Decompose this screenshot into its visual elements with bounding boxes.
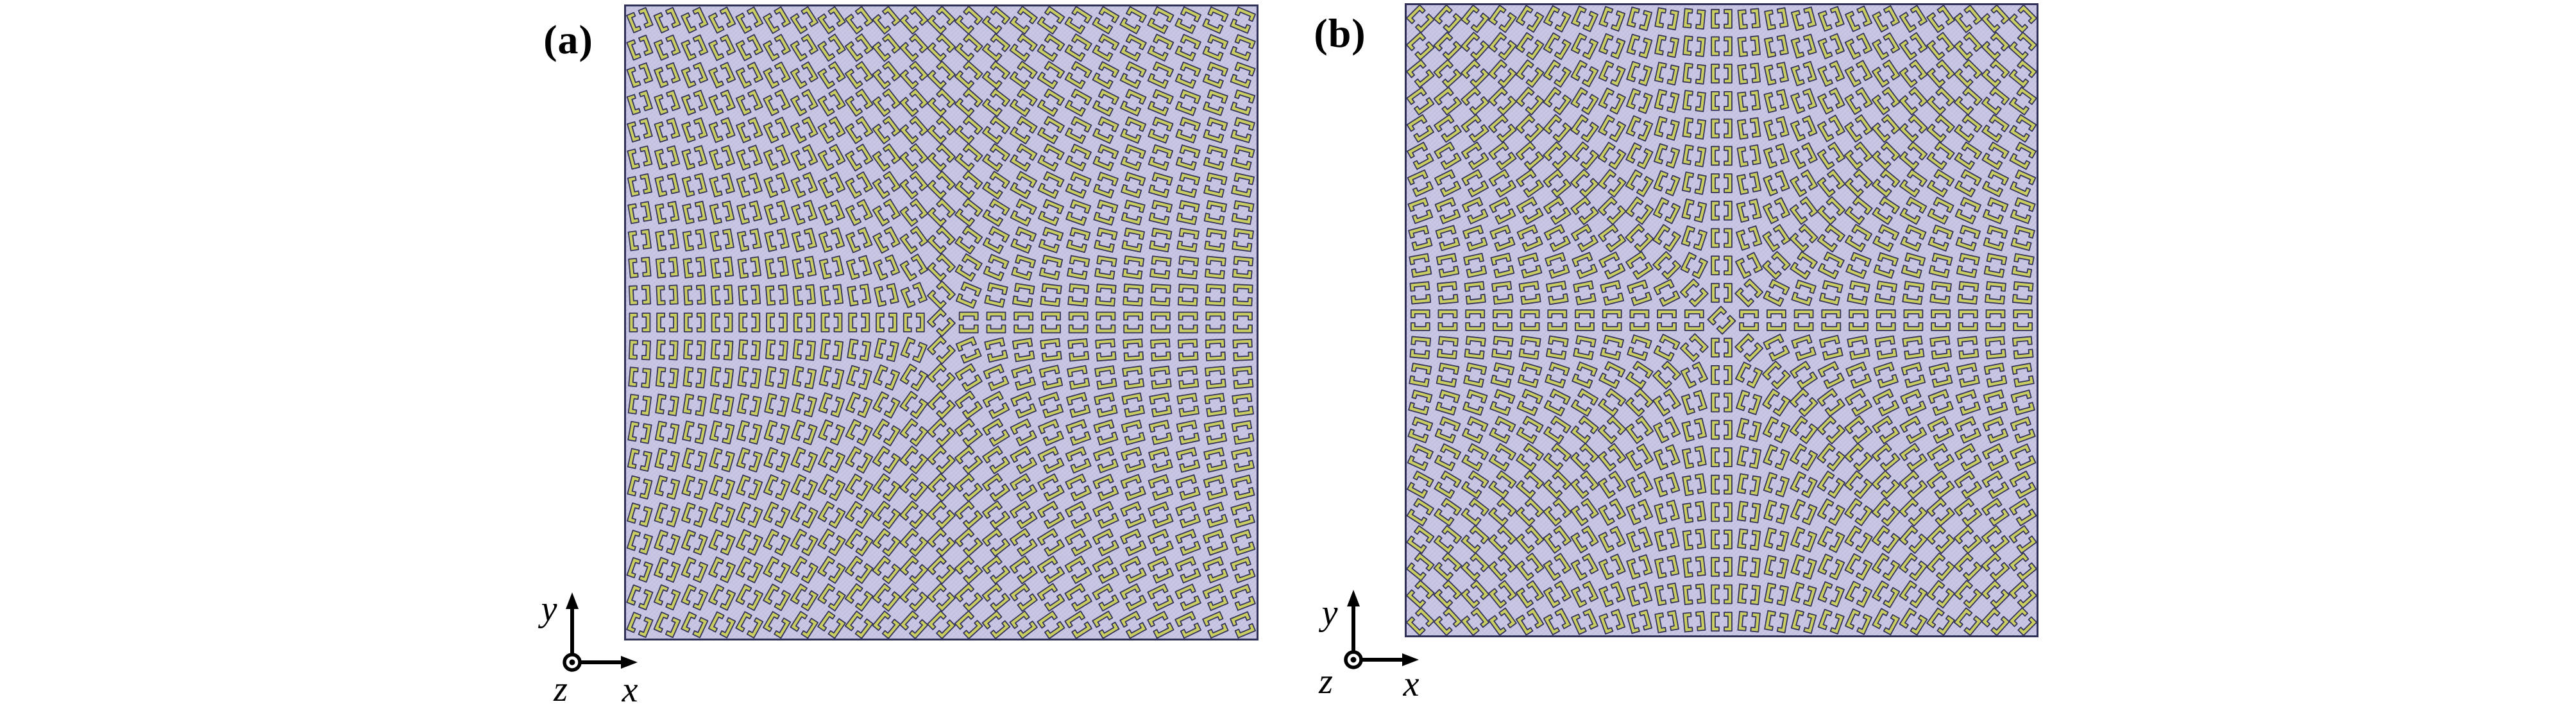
y-axis-arrow xyxy=(566,592,579,657)
z-axis-out-of-plane-icon xyxy=(1344,650,1363,669)
z-axis-out-of-plane-icon xyxy=(563,653,582,672)
panel-a-metasurface-array xyxy=(624,4,1258,640)
y-axis-label: y xyxy=(1321,593,1338,633)
coordinate-axes-a xyxy=(563,592,638,672)
panel-a-label: (a) xyxy=(543,17,593,62)
y-axis-label: y xyxy=(541,589,557,629)
z-axis-label: z xyxy=(554,669,568,709)
panel-b-label: (b) xyxy=(1314,10,1366,56)
y-axis-arrow xyxy=(1347,590,1360,654)
x-axis-label: x xyxy=(1403,664,1419,704)
coordinate-axes-b xyxy=(1344,590,1419,669)
x-axis-arrow xyxy=(1360,653,1419,666)
z-axis-label: z xyxy=(1319,662,1333,701)
panel-b-metasurface-array xyxy=(1405,3,2038,637)
x-axis-arrow xyxy=(579,656,638,669)
x-axis-label: x xyxy=(622,670,638,710)
